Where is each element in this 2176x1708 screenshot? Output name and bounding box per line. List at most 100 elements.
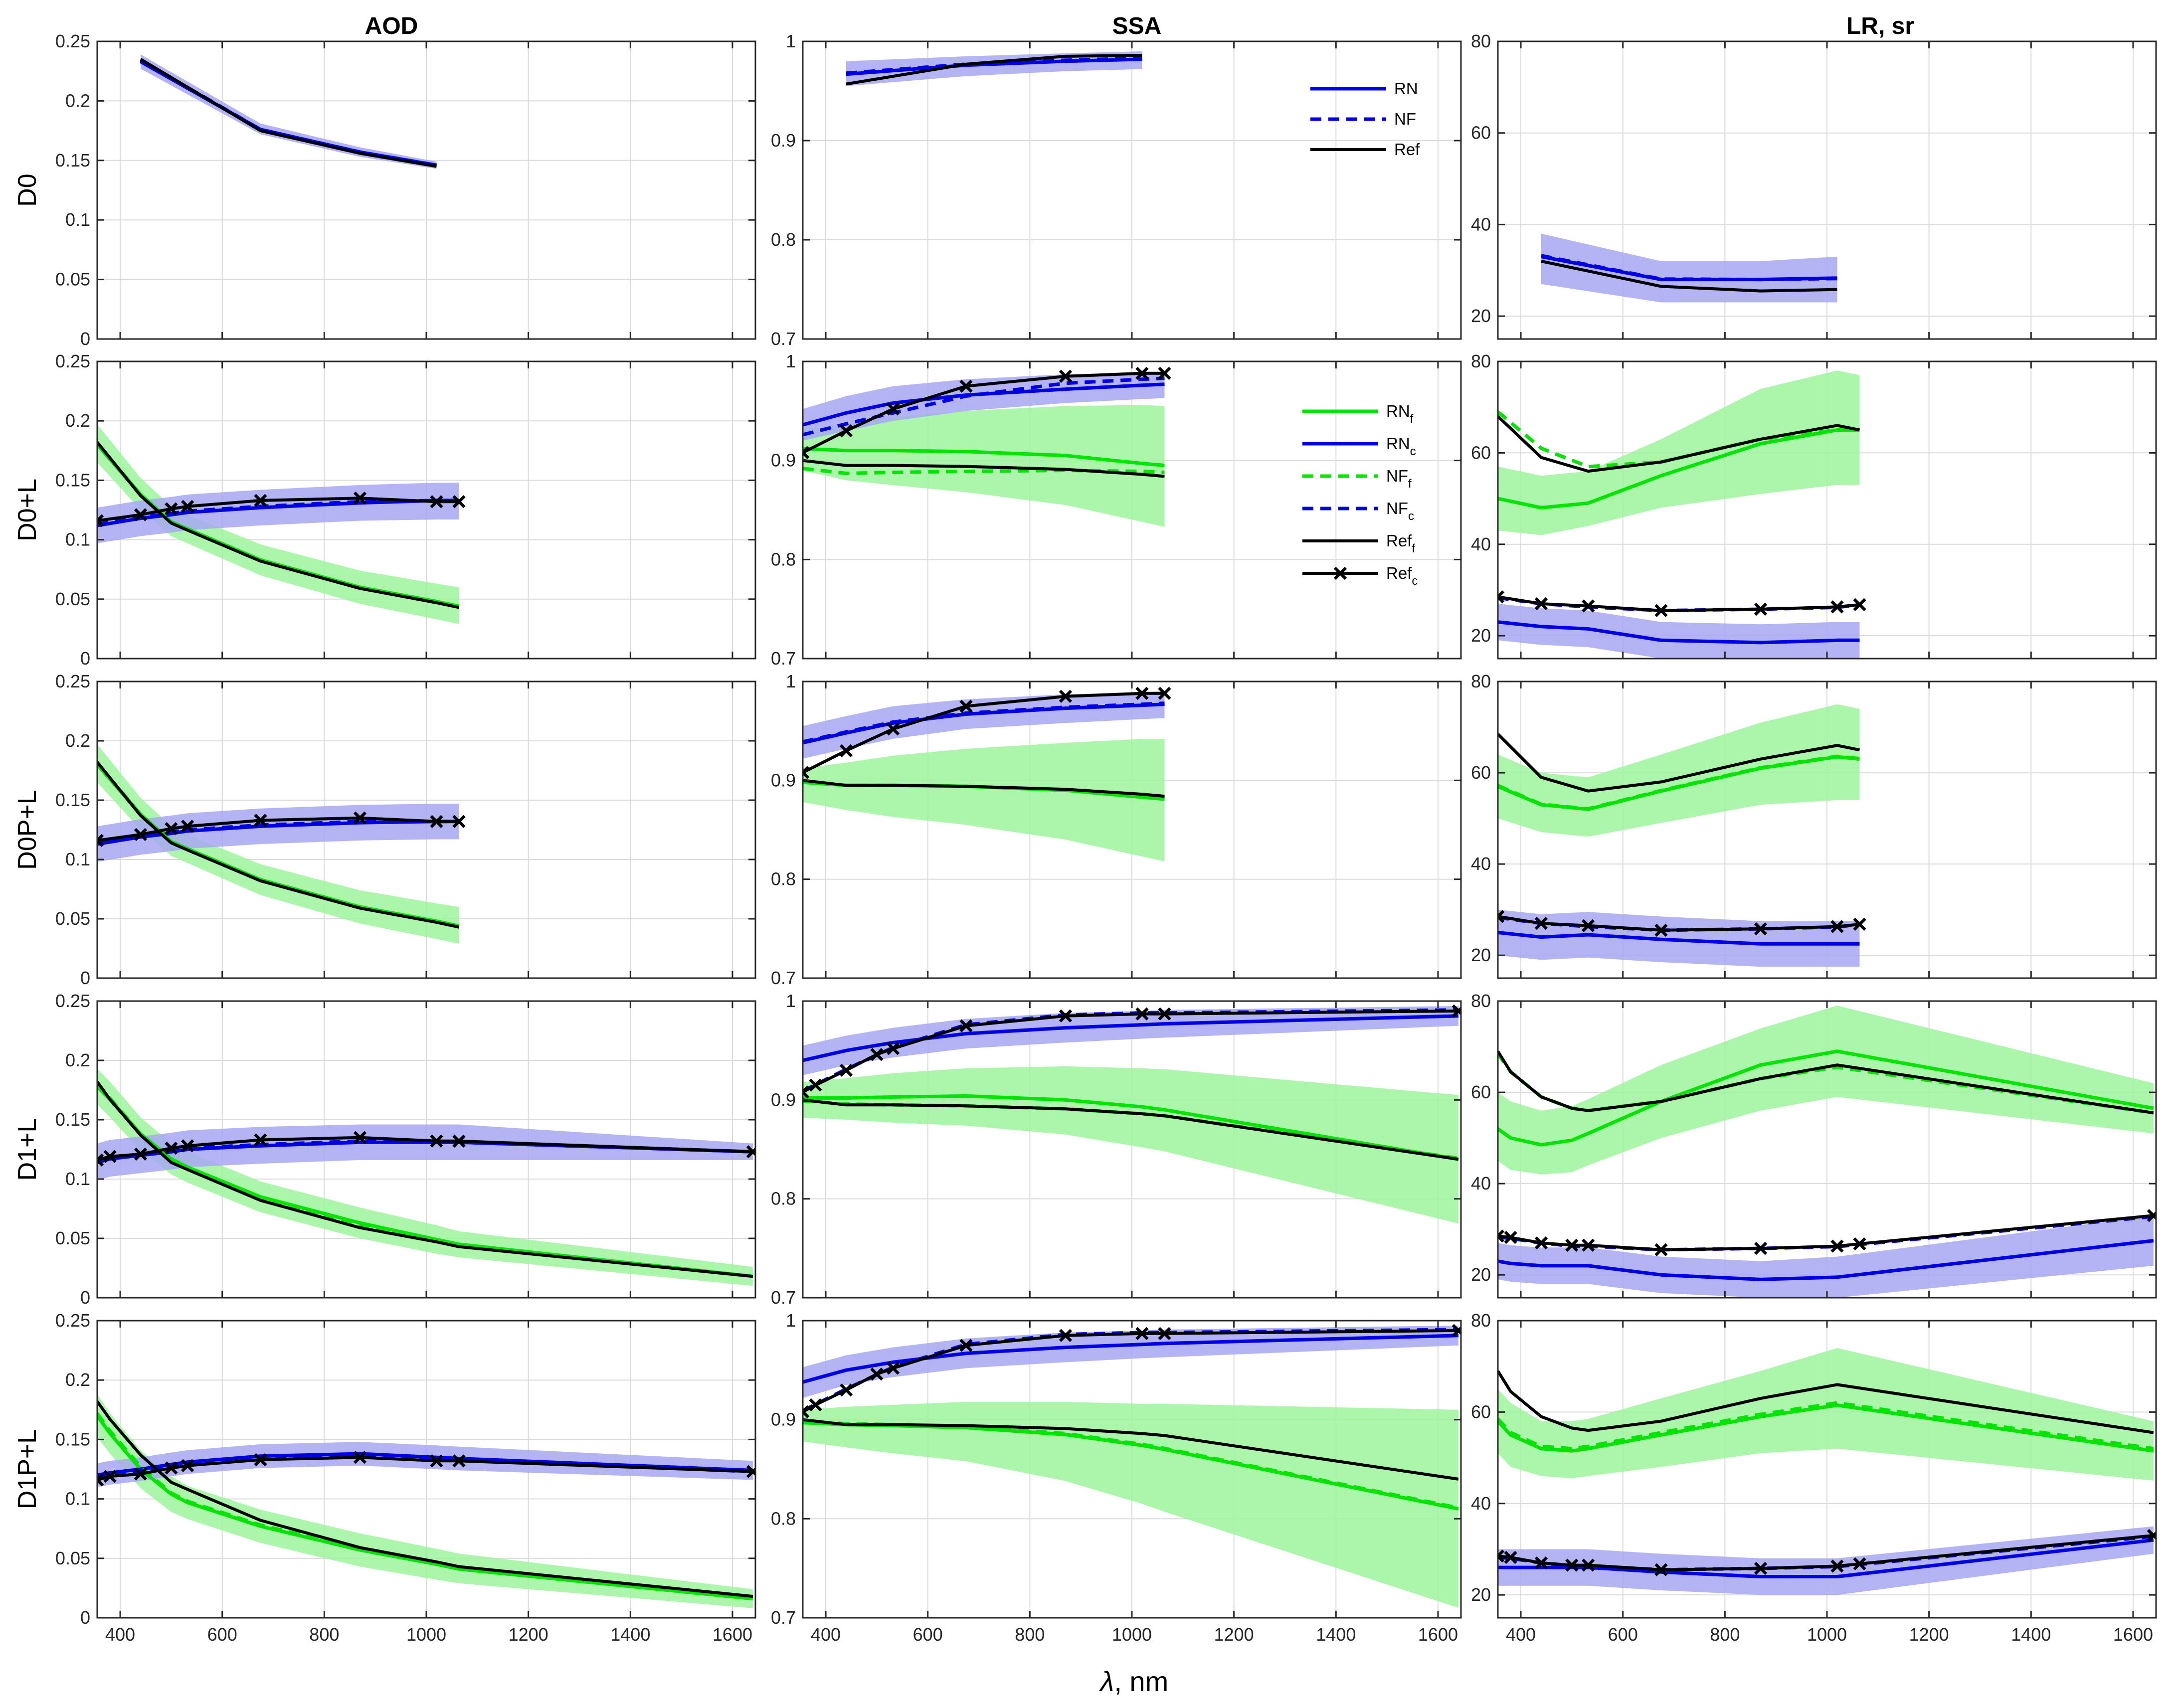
band-rnf	[1498, 1348, 2154, 1481]
marker-cross	[839, 424, 853, 438]
data-layer	[97, 424, 466, 624]
legend-label-sub: c	[1412, 574, 1418, 588]
marker-cross	[254, 494, 267, 508]
marker-cross	[181, 1139, 194, 1153]
marker-cross	[134, 1467, 148, 1481]
axes: 0.7 0.8 0.9 1	[771, 991, 1462, 1308]
axes: 0 0.05 0.1 0.15 0.2 0.25	[55, 671, 756, 988]
marker-cross	[430, 1454, 443, 1468]
series-line-reff	[97, 1400, 753, 1598]
band-rnf	[97, 1394, 753, 1608]
y-tick-label: 0.25	[55, 351, 90, 371]
lines	[1541, 254, 1837, 293]
marker-cross	[1754, 1242, 1768, 1255]
data-layer	[140, 54, 437, 169]
y-tick-label: 80	[1471, 991, 1491, 1011]
y-tick-label: 60	[1471, 1082, 1491, 1102]
marker-cross	[1581, 1558, 1595, 1572]
bands	[97, 1394, 753, 1608]
x-tick-label: 1200	[509, 1624, 548, 1645]
lines	[803, 366, 1171, 478]
marker-cross	[746, 1465, 755, 1478]
data-layer	[97, 1068, 755, 1286]
lines	[140, 58, 437, 168]
marker-cross	[803, 1085, 810, 1099]
row-label-d1pl: D1P+L	[13, 1429, 42, 1509]
y-tick-label: 0.1	[65, 209, 90, 230]
series-line-rnc	[1498, 1538, 2154, 1578]
column-title-aod: AOD	[365, 13, 418, 39]
marker-cross	[839, 1383, 853, 1397]
y-tick-label: 40	[1471, 1173, 1491, 1194]
marker-cross	[430, 1134, 443, 1148]
series-line-rnc	[1498, 1239, 2154, 1281]
marker-cross	[430, 815, 443, 828]
marker-cross	[1654, 923, 1668, 937]
marker-cross	[254, 1453, 267, 1467]
legend-label-main: RN	[1386, 402, 1410, 420]
marker-cross	[870, 1047, 884, 1061]
marker-cross	[1534, 917, 1548, 930]
marker-cross	[839, 1063, 853, 1077]
band-rnc	[97, 1442, 753, 1487]
y-tick-label: 0.9	[771, 770, 796, 790]
series-line-reff	[97, 761, 460, 929]
y-tick-label: 40	[1471, 854, 1491, 874]
series-line-rnf	[803, 1094, 1459, 1161]
y-tick-label: 0.7	[771, 1287, 796, 1308]
x-tick-label: 1400	[2011, 1624, 2051, 1645]
y-tick-label: 40	[1471, 1493, 1491, 1514]
data-layer	[803, 1004, 1461, 1224]
marker-cross	[1565, 1558, 1579, 1572]
legend-label: NF	[1394, 110, 1416, 128]
marker-cross	[886, 1362, 900, 1375]
marker-cross	[452, 1134, 466, 1148]
legend-label-main: NF	[1386, 467, 1408, 485]
y-tick-label: 20	[1471, 306, 1491, 326]
series-line-rnc	[803, 1014, 1458, 1062]
series-line-refc	[97, 816, 459, 842]
marker-cross	[353, 811, 367, 825]
series-line-reff	[1498, 733, 1860, 793]
y-tick-label: 20	[1471, 625, 1491, 646]
x-tick-label: 1200	[1214, 1624, 1254, 1645]
marker-cross	[809, 1398, 822, 1411]
column-title-ssa: SSA	[1112, 13, 1162, 39]
y-tick-label: 0.15	[55, 1109, 90, 1130]
data-layer	[803, 1324, 1461, 1608]
marker-cross	[1135, 1007, 1149, 1021]
lines	[846, 53, 1142, 86]
y-tick-label: 0.25	[55, 671, 90, 691]
y-tick-label: 0.25	[55, 991, 90, 1011]
y-tick-label: 0.8	[771, 1189, 796, 1209]
y-tick-label: 0.7	[771, 648, 796, 669]
marker-cross	[430, 495, 443, 509]
row-label-d0pl: D0P+L	[13, 790, 42, 869]
data-layer	[1498, 370, 1866, 659]
panel-d0-aod: 0 0.05 0.1 0.15 0.2 0.25	[55, 31, 756, 349]
y-tick-label: 80	[1471, 1310, 1491, 1331]
y-tick-label: 0	[80, 329, 90, 349]
series-line-reff	[1498, 415, 1860, 473]
series-line-reff	[97, 441, 460, 609]
legend-single: RN NF Ref	[1310, 79, 1420, 159]
y-tick-label: 60	[1471, 123, 1491, 143]
lines	[1498, 410, 1866, 645]
marker-cross	[97, 1153, 104, 1167]
legend-label: NFf	[1386, 467, 1412, 491]
bands	[1541, 233, 1837, 303]
marker-cross	[803, 446, 810, 459]
series-line-reff	[97, 1081, 753, 1278]
panel-d1l-lr: 20 40 60 80	[1471, 991, 2157, 1299]
y-tick-label: 0.25	[55, 1310, 90, 1331]
marker-cross	[1830, 1239, 1844, 1253]
series-line-rnc	[97, 1452, 753, 1477]
y-tick-label: 0.15	[55, 1429, 90, 1449]
legend-label-sub: c	[1408, 510, 1414, 523]
x-tick-label: 1400	[610, 1624, 650, 1645]
series-line-refc	[97, 497, 459, 522]
y-tick-label: 0.8	[771, 229, 796, 250]
x-tick-label: 600	[207, 1624, 237, 1645]
